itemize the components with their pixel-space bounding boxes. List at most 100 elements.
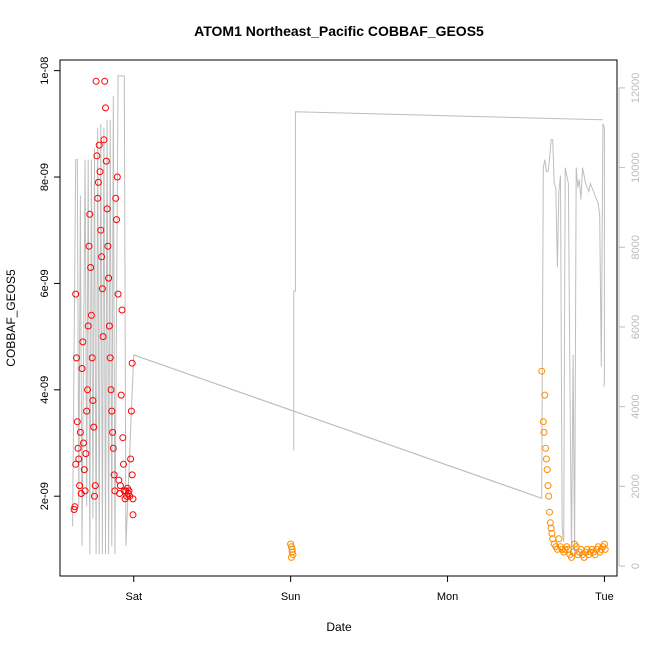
y2-tick-label: 12000 bbox=[630, 73, 642, 104]
y-axis-label: COBBAF_GEOS5 bbox=[4, 269, 18, 367]
y-tick-label: 1e-08 bbox=[39, 57, 51, 85]
data-point bbox=[76, 482, 84, 490]
data-point bbox=[92, 77, 100, 85]
chart-title: ATOM1 Northeast_Pacific COBBAF_GEOS5 bbox=[194, 23, 484, 39]
data-point bbox=[555, 535, 563, 543]
data-point bbox=[83, 407, 91, 415]
data-point bbox=[117, 391, 125, 399]
altitude-line-segment bbox=[293, 111, 603, 451]
data-point bbox=[76, 428, 84, 436]
y-tick-label: 4e-09 bbox=[39, 376, 51, 404]
data-point bbox=[96, 168, 104, 176]
data-point bbox=[72, 460, 80, 468]
data-point bbox=[600, 540, 608, 548]
data-point bbox=[95, 141, 103, 149]
data-point bbox=[125, 487, 133, 495]
data-point bbox=[80, 439, 87, 447]
data-point bbox=[288, 545, 296, 553]
data-point bbox=[84, 386, 91, 394]
altitude-line bbox=[72, 75, 605, 555]
data-point bbox=[119, 434, 127, 442]
data-point bbox=[545, 492, 553, 500]
data-point bbox=[114, 290, 122, 298]
data-point bbox=[85, 242, 93, 250]
y2-tick-label: 10000 bbox=[630, 152, 642, 183]
data-point bbox=[118, 306, 126, 314]
data-point bbox=[94, 178, 102, 186]
data-point bbox=[287, 553, 295, 561]
data-point bbox=[120, 460, 127, 468]
data-point bbox=[98, 253, 106, 261]
data-point bbox=[79, 338, 87, 346]
data-point bbox=[80, 466, 88, 474]
data-point bbox=[102, 104, 109, 112]
data-point bbox=[75, 455, 83, 463]
data-point bbox=[101, 77, 109, 85]
data-point bbox=[547, 524, 555, 532]
data-point bbox=[90, 423, 98, 431]
y-tick-label: 2e-09 bbox=[39, 482, 51, 510]
data-point bbox=[546, 519, 554, 527]
data-point bbox=[106, 354, 114, 362]
data-point bbox=[99, 333, 107, 341]
x-axis-label: Date bbox=[326, 620, 352, 634]
data-point bbox=[128, 471, 136, 479]
data-point bbox=[103, 205, 111, 213]
y2-tick-label: 8000 bbox=[630, 235, 642, 259]
data-point bbox=[601, 545, 609, 553]
data-point bbox=[82, 450, 90, 458]
data-point bbox=[102, 157, 110, 165]
data-point bbox=[116, 482, 124, 490]
data-point bbox=[544, 482, 552, 490]
data-point bbox=[112, 194, 120, 202]
y2-tick-label: 6000 bbox=[630, 315, 642, 339]
data-point bbox=[74, 444, 82, 452]
data-point bbox=[113, 173, 121, 181]
data-point bbox=[71, 503, 79, 511]
data-point bbox=[548, 529, 556, 537]
data-point bbox=[538, 367, 546, 375]
data-point bbox=[543, 466, 551, 474]
data-point bbox=[93, 152, 101, 160]
data-point bbox=[541, 391, 549, 399]
data-point bbox=[546, 508, 553, 516]
data-points-layer bbox=[70, 77, 609, 561]
x-tick-label: Sun bbox=[281, 591, 301, 603]
data-point bbox=[539, 418, 547, 426]
data-point bbox=[109, 428, 117, 436]
data-point bbox=[109, 444, 117, 452]
data-point bbox=[127, 407, 135, 415]
data-point bbox=[91, 492, 98, 500]
data-point bbox=[129, 511, 137, 519]
data-point bbox=[540, 428, 548, 436]
data-point bbox=[108, 407, 116, 415]
data-point bbox=[94, 194, 102, 202]
axes-layer: Sat Sun Mon Tue 2e-09 4e-09 6e-09 8e-09 1e-08 0 20… bbox=[39, 57, 642, 603]
data-point bbox=[110, 471, 118, 479]
y-tick-label: 8e-09 bbox=[39, 163, 51, 191]
data-point bbox=[128, 359, 136, 367]
data-point bbox=[81, 487, 89, 495]
data-point bbox=[72, 290, 80, 298]
x-tick-label: Mon bbox=[437, 591, 458, 603]
data-point bbox=[97, 226, 105, 234]
data-point bbox=[89, 397, 97, 404]
data-point bbox=[98, 285, 106, 293]
data-point bbox=[542, 455, 550, 463]
altitude-line-layer bbox=[72, 75, 605, 555]
altitude-line-segment bbox=[133, 354, 542, 499]
y2-tick-label: 0 bbox=[630, 563, 642, 569]
data-point bbox=[87, 311, 95, 319]
x-tick-label: Sat bbox=[125, 591, 142, 603]
data-point bbox=[105, 322, 113, 330]
data-point bbox=[84, 322, 92, 330]
data-point bbox=[73, 354, 80, 362]
data-point bbox=[542, 444, 550, 452]
plot-frame bbox=[59, 59, 618, 577]
data-point bbox=[86, 210, 94, 218]
data-point bbox=[73, 418, 81, 426]
data-point bbox=[129, 495, 137, 503]
x-tick-label: Tue bbox=[595, 591, 614, 603]
data-point bbox=[127, 455, 135, 463]
